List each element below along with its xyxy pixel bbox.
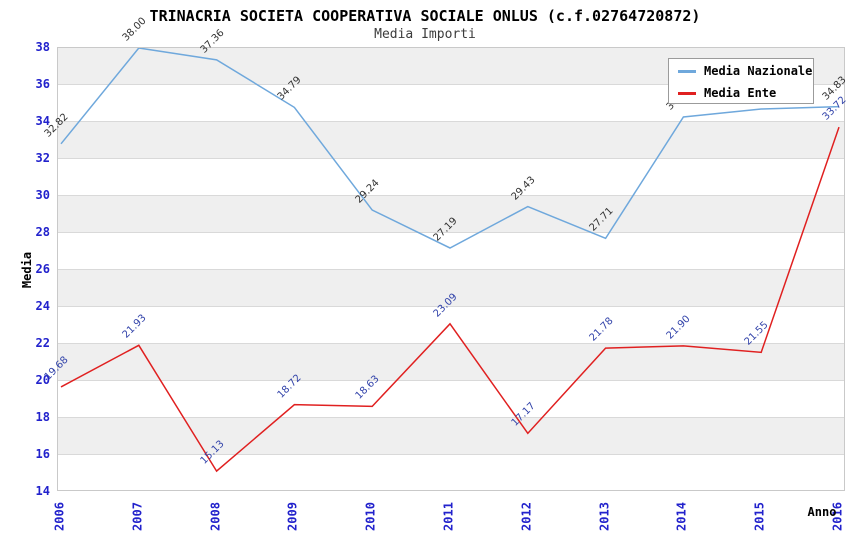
y-axis-tick-label: 36 xyxy=(35,77,50,91)
plot-area xyxy=(57,47,845,491)
x-axis-tick-label: 2014 xyxy=(674,502,689,531)
x-axis-tick-label: 2009 xyxy=(285,502,300,531)
chart-subtitle: Media Importi xyxy=(374,27,476,42)
series-line-media-nazionale xyxy=(60,48,840,249)
x-axis-tick-label: 2015 xyxy=(752,502,767,531)
y-axis-tick-label: 20 xyxy=(35,373,50,387)
x-axis-tick-label: 2011 xyxy=(441,502,456,531)
x-axis-tick-label: 2012 xyxy=(519,502,534,531)
y-axis-tick-label: 22 xyxy=(35,336,50,350)
legend-line-sample-red-icon xyxy=(678,91,696,95)
series-lines xyxy=(60,48,840,473)
legend-item-media-ente: Media Ente xyxy=(669,81,813,103)
legend-label: Media Nazionale xyxy=(704,64,813,78)
y-axis-tick-label: 30 xyxy=(35,188,50,202)
legend-label: Media Ente xyxy=(704,86,777,100)
y-axis-tick-label: 26 xyxy=(35,262,50,276)
x-axis-tick-label: 2010 xyxy=(363,502,378,531)
y-axis-tick-label: 34 xyxy=(35,114,50,128)
y-axis-tick-label: 16 xyxy=(35,447,50,461)
chart-title: TRINACRIA SOCIETA COOPERATIVA SOCIALE ON… xyxy=(149,7,701,25)
x-axis-tick-label: 2006 xyxy=(52,502,67,531)
y-axis-tick-label: 28 xyxy=(35,225,50,239)
x-axis-title: Anno xyxy=(807,505,837,519)
series-line-media-ente xyxy=(60,126,840,473)
legend-item-media-nazionale: Media Nazionale xyxy=(669,59,813,81)
x-axis-tick-label: 2008 xyxy=(208,502,223,531)
y-axis-tick-label: 32 xyxy=(35,151,50,165)
legend-line-sample-blue-icon xyxy=(678,69,696,73)
y-axis-tick-label: 14 xyxy=(35,484,50,498)
x-axis-tick-label: 2013 xyxy=(597,502,612,531)
legend-box: Media Nazionale Media Ente xyxy=(668,58,814,104)
x-axis-tick-label: 2007 xyxy=(130,502,145,531)
y-axis-tick-label: 24 xyxy=(35,299,50,313)
y-axis-tick-label: 38 xyxy=(35,40,50,54)
y-axis-title: Media xyxy=(20,251,34,289)
y-axis-tick-label: 18 xyxy=(35,410,50,424)
